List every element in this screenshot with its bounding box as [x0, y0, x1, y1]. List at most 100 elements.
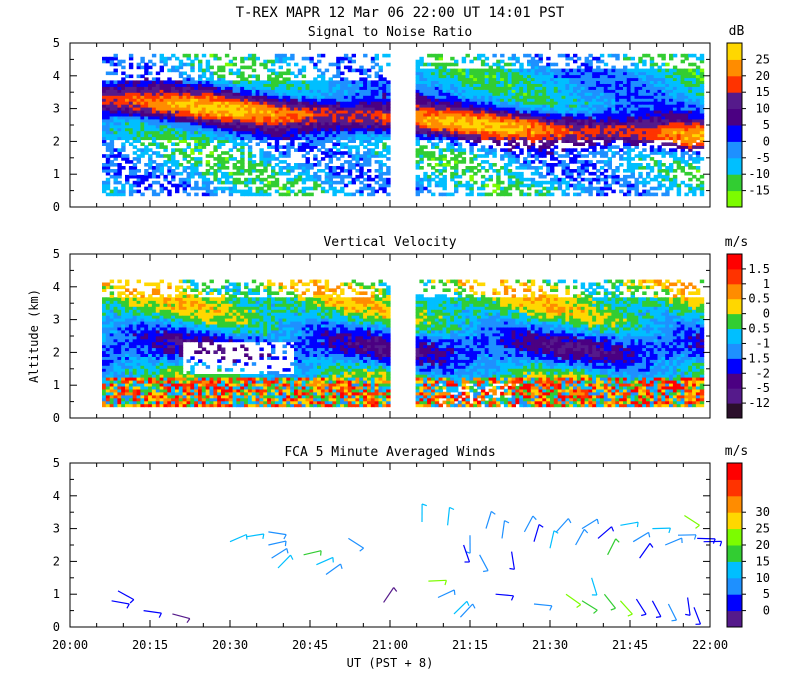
field-cell — [588, 151, 593, 155]
field-cell — [642, 130, 647, 135]
field-cell — [148, 160, 153, 164]
field-cell — [477, 92, 482, 96]
field-cell — [151, 83, 157, 87]
field-cell — [102, 104, 107, 108]
field-cell — [484, 77, 490, 81]
field-cell — [515, 145, 520, 149]
field-cell — [305, 160, 310, 164]
field-cell — [217, 133, 222, 138]
field-cell — [523, 139, 528, 143]
field-cell — [419, 107, 424, 111]
field-cell — [178, 118, 184, 123]
field-cell — [461, 171, 467, 176]
field-cell — [271, 112, 276, 117]
field-cell — [415, 89, 420, 93]
field-cell — [626, 183, 632, 188]
field-cell — [109, 148, 115, 152]
field-cell — [446, 112, 451, 117]
field-cell — [530, 89, 536, 93]
field-cell — [332, 180, 337, 185]
field-cell — [565, 107, 570, 111]
field-cell — [340, 121, 345, 126]
field-cell — [351, 124, 356, 129]
field-cell — [603, 121, 609, 126]
field-cell — [324, 68, 330, 73]
field-cell — [657, 145, 662, 149]
field-cell — [511, 56, 516, 61]
field-cell — [423, 109, 428, 114]
field-cell — [182, 180, 187, 185]
field-cell — [457, 107, 463, 111]
field-cell — [209, 89, 214, 93]
field-cell — [217, 136, 222, 141]
field-cell — [630, 80, 635, 84]
field-cell — [507, 68, 513, 73]
field-cell — [155, 107, 161, 111]
field-cell — [286, 98, 291, 102]
field-cell — [171, 53, 176, 58]
field-cell — [657, 180, 662, 185]
field-cell — [290, 112, 295, 117]
field-cell — [584, 101, 589, 105]
field-cell — [599, 83, 605, 87]
field-cell — [454, 124, 459, 129]
field-cell — [317, 83, 322, 87]
field-cell — [117, 148, 122, 152]
field-cell — [274, 115, 280, 120]
field-cell — [205, 107, 211, 111]
field-cell — [382, 148, 387, 152]
field-cell — [240, 71, 245, 76]
field-cell — [386, 157, 391, 161]
field-cell — [584, 186, 589, 191]
field-cell — [117, 151, 122, 155]
field-cell — [194, 83, 199, 87]
field-cell — [546, 186, 551, 191]
field-cell — [320, 189, 326, 194]
field-cell — [542, 104, 547, 108]
field-cell — [121, 145, 126, 149]
field-cell — [351, 112, 356, 117]
field-cell — [313, 171, 318, 176]
field-cell — [511, 112, 516, 117]
field-cell — [457, 104, 463, 108]
field-cell — [136, 133, 141, 138]
field-cell — [198, 171, 203, 176]
field-cell — [367, 136, 372, 141]
field-cell — [473, 180, 478, 185]
field-cell — [194, 183, 199, 188]
field-cell — [240, 59, 245, 64]
field-cell — [263, 107, 268, 111]
field-cell — [461, 98, 467, 102]
field-cell — [190, 95, 195, 99]
field-cell — [480, 109, 486, 114]
field-cell — [503, 136, 509, 141]
field-cell — [343, 115, 349, 120]
field-cell — [584, 136, 589, 141]
field-cell — [477, 101, 482, 105]
field-cell — [465, 86, 470, 90]
field-cell — [309, 56, 314, 61]
field-cell — [386, 177, 391, 182]
field-cell — [240, 169, 245, 173]
field-cell — [607, 124, 612, 129]
field-cell — [592, 166, 597, 170]
field-cell — [363, 139, 368, 143]
field-cell — [144, 112, 149, 117]
field-cell — [109, 189, 115, 194]
field-cell — [271, 98, 276, 102]
field-cell — [661, 130, 666, 135]
field-cell — [557, 98, 563, 102]
field-cell — [194, 160, 199, 164]
field-cell — [584, 59, 589, 64]
field-cell — [259, 101, 264, 105]
field-cell — [515, 56, 520, 61]
field-cell — [282, 98, 287, 102]
field-cell — [569, 101, 574, 105]
field-cell — [244, 124, 249, 129]
field-cell — [515, 89, 520, 93]
field-cell — [542, 115, 547, 120]
field-cell — [247, 101, 253, 105]
field-cell — [305, 109, 310, 114]
field-cell — [649, 151, 655, 155]
field-cell — [626, 174, 632, 179]
